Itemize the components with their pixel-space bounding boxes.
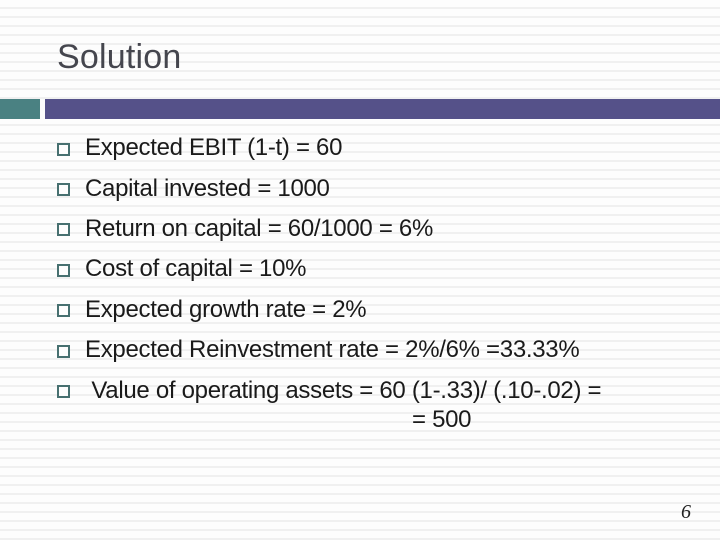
square-bullet-icon: [57, 304, 70, 318]
list-item: Expected growth rate = 2%: [0, 290, 720, 330]
square-bullet-icon: [57, 183, 70, 197]
page-number: 6: [681, 501, 691, 523]
bullet-text: Cost of capital = 10%: [85, 255, 307, 283]
square-bullet-icon: [57, 223, 70, 237]
bullet-text: Expected growth rate = 2%: [85, 295, 367, 323]
list-item: Expected EBIT (1-t) = 60: [0, 128, 720, 168]
square-bullet-icon: [57, 263, 70, 277]
square-bullet-icon: [57, 344, 70, 358]
bullet-text: Value of operating assets = 60 (1-.33)/ …: [85, 376, 602, 404]
slide-title: Solution: [57, 38, 182, 76]
bullet-text: Return on capital = 60/1000 = 6%: [85, 214, 433, 242]
continuation-line: = 500: [412, 406, 472, 433]
accent-bar: [0, 99, 720, 119]
purple-accent-bar: [45, 99, 720, 119]
square-bullet-icon: [57, 142, 70, 156]
bullet-text: Expected Reinvestment rate = 2%/6% =33.3…: [85, 336, 580, 364]
list-item: Capital invested = 1000: [0, 168, 720, 208]
list-item: Return on capital = 60/1000 = 6%: [0, 209, 720, 249]
teal-accent-block: [0, 99, 40, 119]
list-item: Expected Reinvestment rate = 2%/6% =33.3…: [0, 330, 720, 370]
bullet-text: Capital invested = 1000: [85, 174, 330, 202]
bullet-list: Expected EBIT (1-t) = 60 Capital investe…: [0, 128, 720, 411]
accent-gap: [40, 99, 45, 119]
bullet-text: Expected EBIT (1-t) = 60: [85, 134, 343, 162]
list-item: Value of operating assets = 60 (1-.33)/ …: [0, 370, 720, 410]
list-item: Cost of capital = 10%: [0, 249, 720, 289]
square-bullet-icon: [57, 385, 70, 399]
